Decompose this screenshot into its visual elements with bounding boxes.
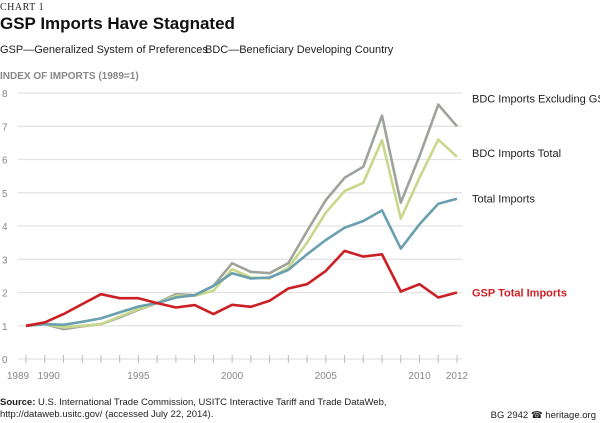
x-tick-label: 2012 xyxy=(446,371,469,382)
series-line-bdc-imports-excluding-gsp xyxy=(25,103,458,331)
y-tick-label: 1 xyxy=(2,322,8,333)
report-id: BG 2942 ☎ heritage.org xyxy=(491,410,596,421)
series-line-bdc-imports-total xyxy=(25,138,458,329)
y-axis-label: INDEX OF IMPORTS (1989=1) xyxy=(0,71,139,82)
y-tick-label: 5 xyxy=(2,189,8,200)
y-tick-label: 7 xyxy=(2,122,8,133)
x-tick-label: 2000 xyxy=(221,371,244,382)
y-tick-label: 8 xyxy=(2,89,8,100)
y-tick-label: 2 xyxy=(2,289,8,300)
source-note: Source: U.S. International Trade Commiss… xyxy=(0,397,440,421)
x-tick-label: 2005 xyxy=(315,371,338,382)
series-line-total-imports xyxy=(25,197,458,328)
x-tick-label: 1989 xyxy=(7,371,30,382)
abbreviation-gsp: GSP—Generalized System of Preferences xyxy=(0,44,208,56)
series-label: BDC Imports Excluding GSP xyxy=(472,93,600,105)
phone-icon: ☎ xyxy=(530,410,543,421)
x-tick-label: 2010 xyxy=(408,371,431,382)
source-label: Source: xyxy=(0,397,36,408)
y-tick-label: 6 xyxy=(2,156,8,167)
x-tick-label: 1990 xyxy=(38,371,61,382)
series-label: BDC Imports Total xyxy=(472,148,561,160)
series-line-gsp-total-imports xyxy=(25,249,458,328)
y-tick-label: 3 xyxy=(2,255,8,266)
site-name: heritage.org xyxy=(545,410,596,421)
abbreviation-bdc: BDC—Beneficiary Developing Country xyxy=(205,44,394,56)
series-label: GSP Total Imports xyxy=(472,288,567,300)
x-tick-label: 1995 xyxy=(127,371,150,382)
series-label: Total Imports xyxy=(472,194,535,206)
source-text: U.S. International Trade Commission, USI… xyxy=(0,397,387,420)
y-tick-label: 0 xyxy=(2,355,8,366)
y-tick-label: 4 xyxy=(2,222,8,233)
chart-kicker: CHART 1 xyxy=(0,2,45,13)
bg-number: BG 2942 xyxy=(490,410,529,421)
chart-title: GSP Imports Have Stagnated xyxy=(0,14,235,33)
